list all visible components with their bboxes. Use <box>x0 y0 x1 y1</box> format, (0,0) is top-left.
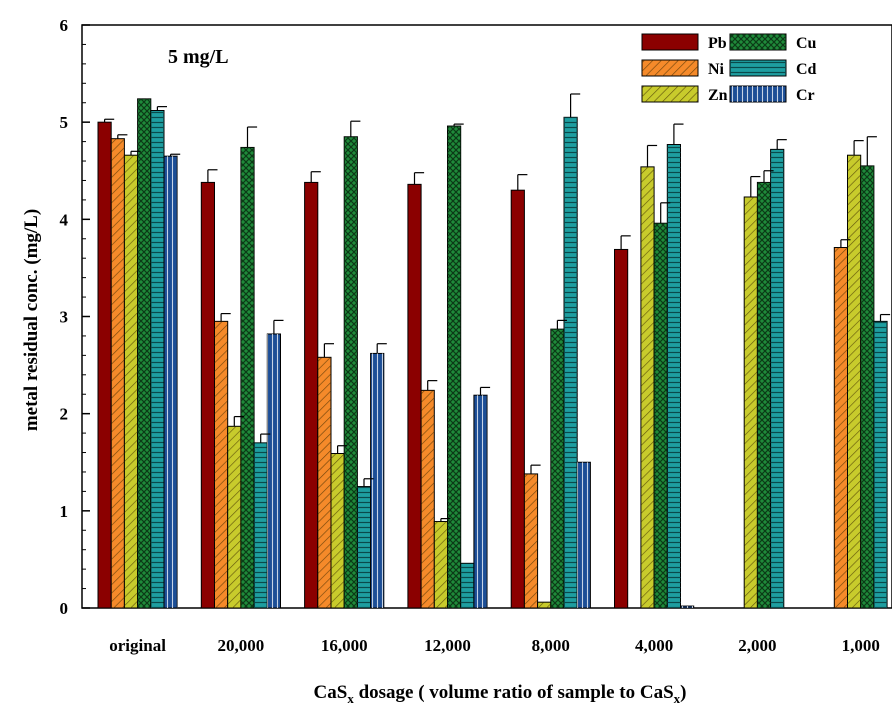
bar-zn-hatch <box>331 453 345 608</box>
bar-ni-hatch <box>834 247 848 609</box>
error-bars <box>103 93 891 522</box>
legend-label-zn: Zn <box>708 87 728 104</box>
legend-label-ni: Ni <box>708 61 725 78</box>
bar-cr-hatch <box>473 395 488 608</box>
bar-pb <box>510 189 525 609</box>
bar-cr-hatch <box>680 606 694 608</box>
bar-cr-hatch <box>267 333 281 608</box>
legend: Pb Ni Zn Cu Cd Cr <box>641 33 817 104</box>
y-tick-label: 0 <box>60 599 69 618</box>
x-tick-label: 4,000 <box>635 636 673 655</box>
bar-ni-hatch <box>421 390 435 608</box>
x-axis-title: CaSx dosage ( volume ratio of sample to … <box>314 682 687 706</box>
bar-zn-hatch <box>434 521 448 608</box>
bar-zn-hatch <box>124 155 138 608</box>
concentration-annotation: 5 mg/L <box>168 46 229 68</box>
y-axis: 0 1 2 3 4 5 6 <box>60 16 90 618</box>
x-axis: original 20,000 16,000 12,000 8,000 4,000 2,00… <box>109 636 880 655</box>
x-tick-label: 16,000 <box>321 636 368 655</box>
bar-ni-hatch <box>317 357 331 608</box>
bar-cd-hatch <box>770 149 784 608</box>
legend-label-cr: Cr <box>796 87 815 104</box>
x-tick-label: 12,000 <box>424 636 471 655</box>
bar-cd-hatch <box>564 117 578 608</box>
legend-label-cu: Cu <box>796 35 817 52</box>
bar-pb <box>304 181 319 609</box>
legend-label-cd: Cd <box>796 61 817 78</box>
legend-swatch-pb <box>641 33 699 51</box>
y-axis-title: metal residual conc. (mg/L) <box>21 209 42 431</box>
x-tick-label: 8,000 <box>532 636 570 655</box>
bar-cu-hatch <box>344 136 358 608</box>
x-tick-label: 2,000 <box>738 636 776 655</box>
bar-zn-hatch <box>744 196 758 609</box>
y-tick-label: 5 <box>60 113 69 132</box>
bar-cd-hatch <box>873 321 888 608</box>
bar-cr-hatch <box>577 462 591 608</box>
bar-ni-hatch <box>524 473 538 608</box>
legend-swatch-cd-hatch <box>730 60 786 76</box>
bar-zn-hatch <box>847 155 861 608</box>
bar-pb <box>614 248 629 609</box>
bar-cu-hatch <box>860 165 874 608</box>
x-axis-title-part-3: ) <box>680 682 686 703</box>
bar-cd-hatch <box>667 144 681 608</box>
legend-swatch-cu-hatch <box>730 34 786 50</box>
bar-cr-hatch <box>370 353 384 608</box>
bar-cd-hatch <box>460 563 474 608</box>
y-tick-label: 1 <box>60 502 69 521</box>
bar-cd-hatch <box>150 110 164 609</box>
legend-label-pb: Pb <box>708 35 727 52</box>
bar-zn-hatch <box>537 602 551 608</box>
x-axis-title-subscript-2: x <box>674 691 681 706</box>
bar-zn-hatch <box>640 166 655 608</box>
y-tick-label: 3 <box>60 308 69 327</box>
bar-cd-hatch <box>254 442 268 608</box>
bar-cu-hatch <box>447 126 461 608</box>
x-tick-label: 20,000 <box>218 636 265 655</box>
bar-cu-hatch <box>757 182 771 608</box>
legend-swatch-ni-hatch <box>642 60 698 76</box>
bar-cu-hatch <box>137 98 151 608</box>
bar-zn-hatch <box>227 426 241 608</box>
bar-pb <box>97 121 112 609</box>
bar-ni-hatch <box>214 321 228 608</box>
bar-cr-hatch <box>164 156 178 609</box>
y-tick-label: 2 <box>60 405 69 424</box>
legend-swatch-cr-hatch <box>730 86 786 102</box>
y-tick-label: 6 <box>60 16 69 35</box>
x-tick-label: 1,000 <box>842 636 880 655</box>
y-tick-label: 4 <box>60 210 69 229</box>
bars <box>97 98 888 609</box>
x-axis-title-part-2: dosage ( volume ratio of sample to CaS <box>354 682 674 703</box>
bar-ni-hatch <box>111 138 125 608</box>
x-axis-title-subscript-1: x <box>347 691 354 706</box>
bar-cu-hatch <box>240 147 255 608</box>
bar-pb <box>407 183 422 609</box>
bar-cu-hatch <box>550 329 564 608</box>
legend-swatch-zn-hatch <box>642 86 698 102</box>
bar-pb <box>200 181 216 609</box>
x-axis-title-part-1: CaS <box>314 682 348 703</box>
bar-cu-hatch <box>654 223 668 608</box>
bar-cd-hatch <box>357 486 371 608</box>
x-tick-label: original <box>109 636 166 655</box>
